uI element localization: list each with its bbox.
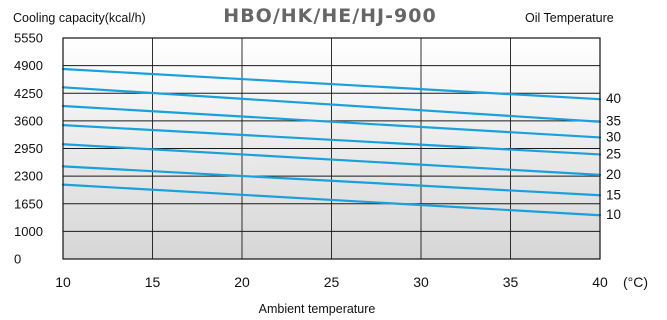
x-tick-labels: 10 15 20 25 30 35 40 [55, 274, 608, 290]
x-tick-label: 40 [592, 274, 608, 290]
x-tick-label: 10 [55, 274, 71, 290]
series-line-40 [61, 67, 602, 101]
series-line-15 [61, 165, 602, 197]
y-tick-label: 5550 [14, 31, 43, 46]
y-tick-label: 2300 [14, 169, 43, 184]
y-tick-label: 3600 [14, 113, 43, 128]
series-line-25 [61, 124, 602, 156]
y-tick-label: 1650 [14, 196, 43, 211]
series-line-30 [61, 104, 602, 139]
series-lines [61, 67, 602, 217]
x-tick-label: 20 [234, 274, 250, 290]
x-axis-unit: (°C) [623, 274, 648, 290]
plot-border [62, 37, 601, 260]
x-tick-label: 15 [145, 274, 161, 290]
series-line-10 [61, 183, 602, 217]
series-label-40: 40 [606, 91, 621, 106]
series-line-35 [61, 86, 602, 123]
x-tick-label: 30 [413, 274, 429, 290]
series-label-30: 30 [606, 129, 621, 144]
legend-title: Oil Temperature [525, 11, 614, 25]
y-tick-label: 2950 [14, 141, 43, 156]
series-label-35: 35 [606, 114, 621, 129]
series-line-20 [61, 143, 602, 176]
x-tick-label: 35 [503, 274, 519, 290]
x-axis-title: Ambient temperature [259, 302, 376, 316]
y-tick-labels: 0 1000 1650 2300 2950 3600 4250 4900 5550 [14, 31, 43, 267]
y-tick-label: 4250 [14, 86, 43, 101]
y-tick-label: 0 [14, 252, 21, 267]
x-tick-label: 25 [324, 274, 340, 290]
y-axis-title: Cooling capacity(kcal/h) [13, 11, 146, 25]
series-label-10: 10 [606, 207, 621, 222]
y-tick-label: 4900 [14, 58, 43, 73]
series-label-20: 20 [606, 167, 621, 182]
series-label-25: 25 [606, 146, 621, 161]
series-label-15: 15 [606, 187, 621, 202]
y-tick-label: 1000 [14, 224, 43, 239]
chart-title: HBO/HK/HE/HJ-900 [223, 5, 436, 27]
